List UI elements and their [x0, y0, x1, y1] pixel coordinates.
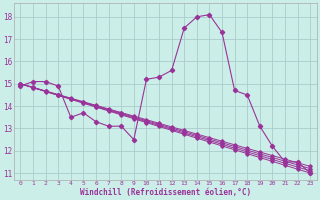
X-axis label: Windchill (Refroidissement éolien,°C): Windchill (Refroidissement éolien,°C) [80, 188, 251, 197]
